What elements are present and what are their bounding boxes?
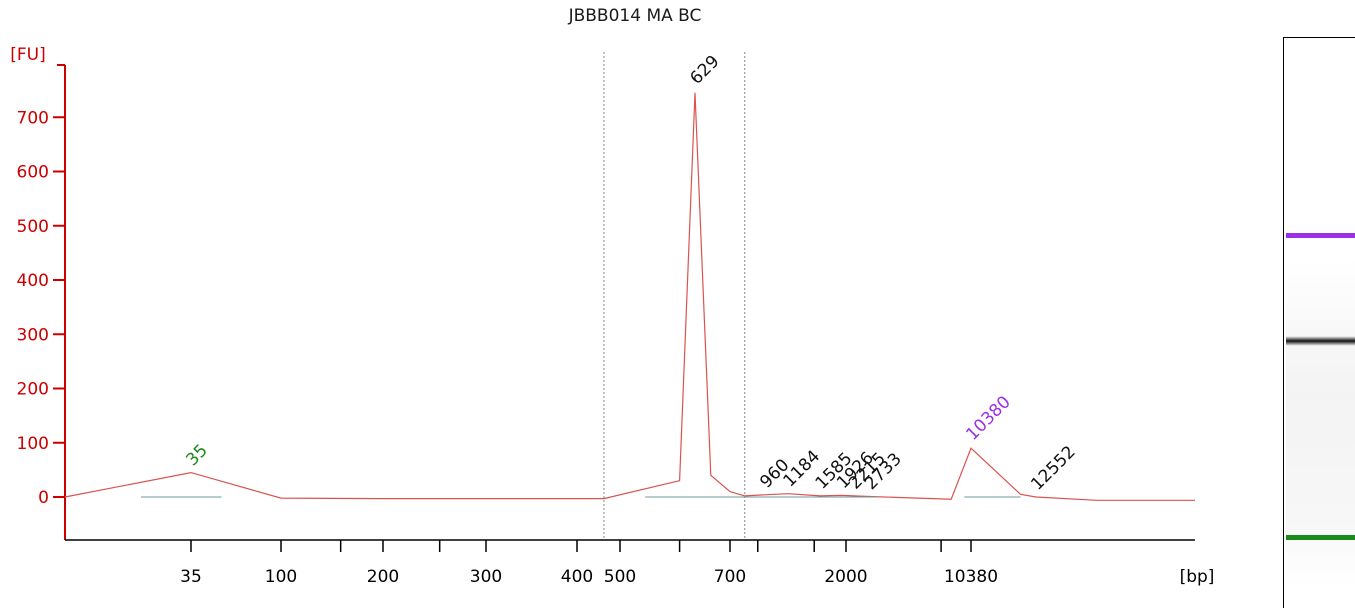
electropherogram: [FU] 0 100 200 300 400 500 600 700 35 100 200 300 400… <box>10 45 1214 587</box>
peak-label: 35 <box>182 441 211 470</box>
y-axis-label: [FU] <box>10 45 46 65</box>
peak-label: 629 <box>686 52 723 89</box>
x-axis-label: [bp] <box>1180 567 1215 587</box>
x-tick-label: 700 <box>714 567 746 587</box>
trace-layer <box>64 92 1195 501</box>
gel-band-sample-band <box>1286 336 1355 346</box>
y-tick-label: 400 <box>17 271 49 291</box>
y-tick-label: 500 <box>17 217 49 237</box>
x-tick-label: 10380 <box>944 567 998 587</box>
x-tick-label: 2000 <box>824 567 867 587</box>
sample-trace <box>64 92 1195 501</box>
y-tick-label: 200 <box>17 380 49 400</box>
chart-title: JBBB014 MA BC <box>568 6 702 26</box>
y-tick-label: 300 <box>17 325 49 345</box>
x-tick-label: 35 <box>180 567 202 587</box>
peak-label: 10380 <box>962 392 1014 444</box>
gel-image <box>1283 37 1355 608</box>
x-tick-label: 500 <box>604 567 636 587</box>
x-tick-label: 300 <box>470 567 502 587</box>
peak-label: 12552 <box>1027 442 1079 494</box>
y-tick-label: 0 <box>38 488 49 508</box>
y-tick-label: 100 <box>17 434 49 454</box>
x-tick-label: 100 <box>265 567 297 587</box>
y-tick-label: 700 <box>17 108 49 128</box>
gel-band-lower-marker <box>1286 535 1355 540</box>
y-tick-label: 600 <box>17 163 49 183</box>
axes: [FU] 0 100 200 300 400 500 600 700 35 100 200 300 400… <box>10 45 1214 587</box>
x-tick-label: 400 <box>561 567 593 587</box>
gel-lane-shading <box>1286 258 1355 588</box>
gel-band-upper-marker <box>1286 233 1355 238</box>
x-tick-label: 200 <box>367 567 399 587</box>
